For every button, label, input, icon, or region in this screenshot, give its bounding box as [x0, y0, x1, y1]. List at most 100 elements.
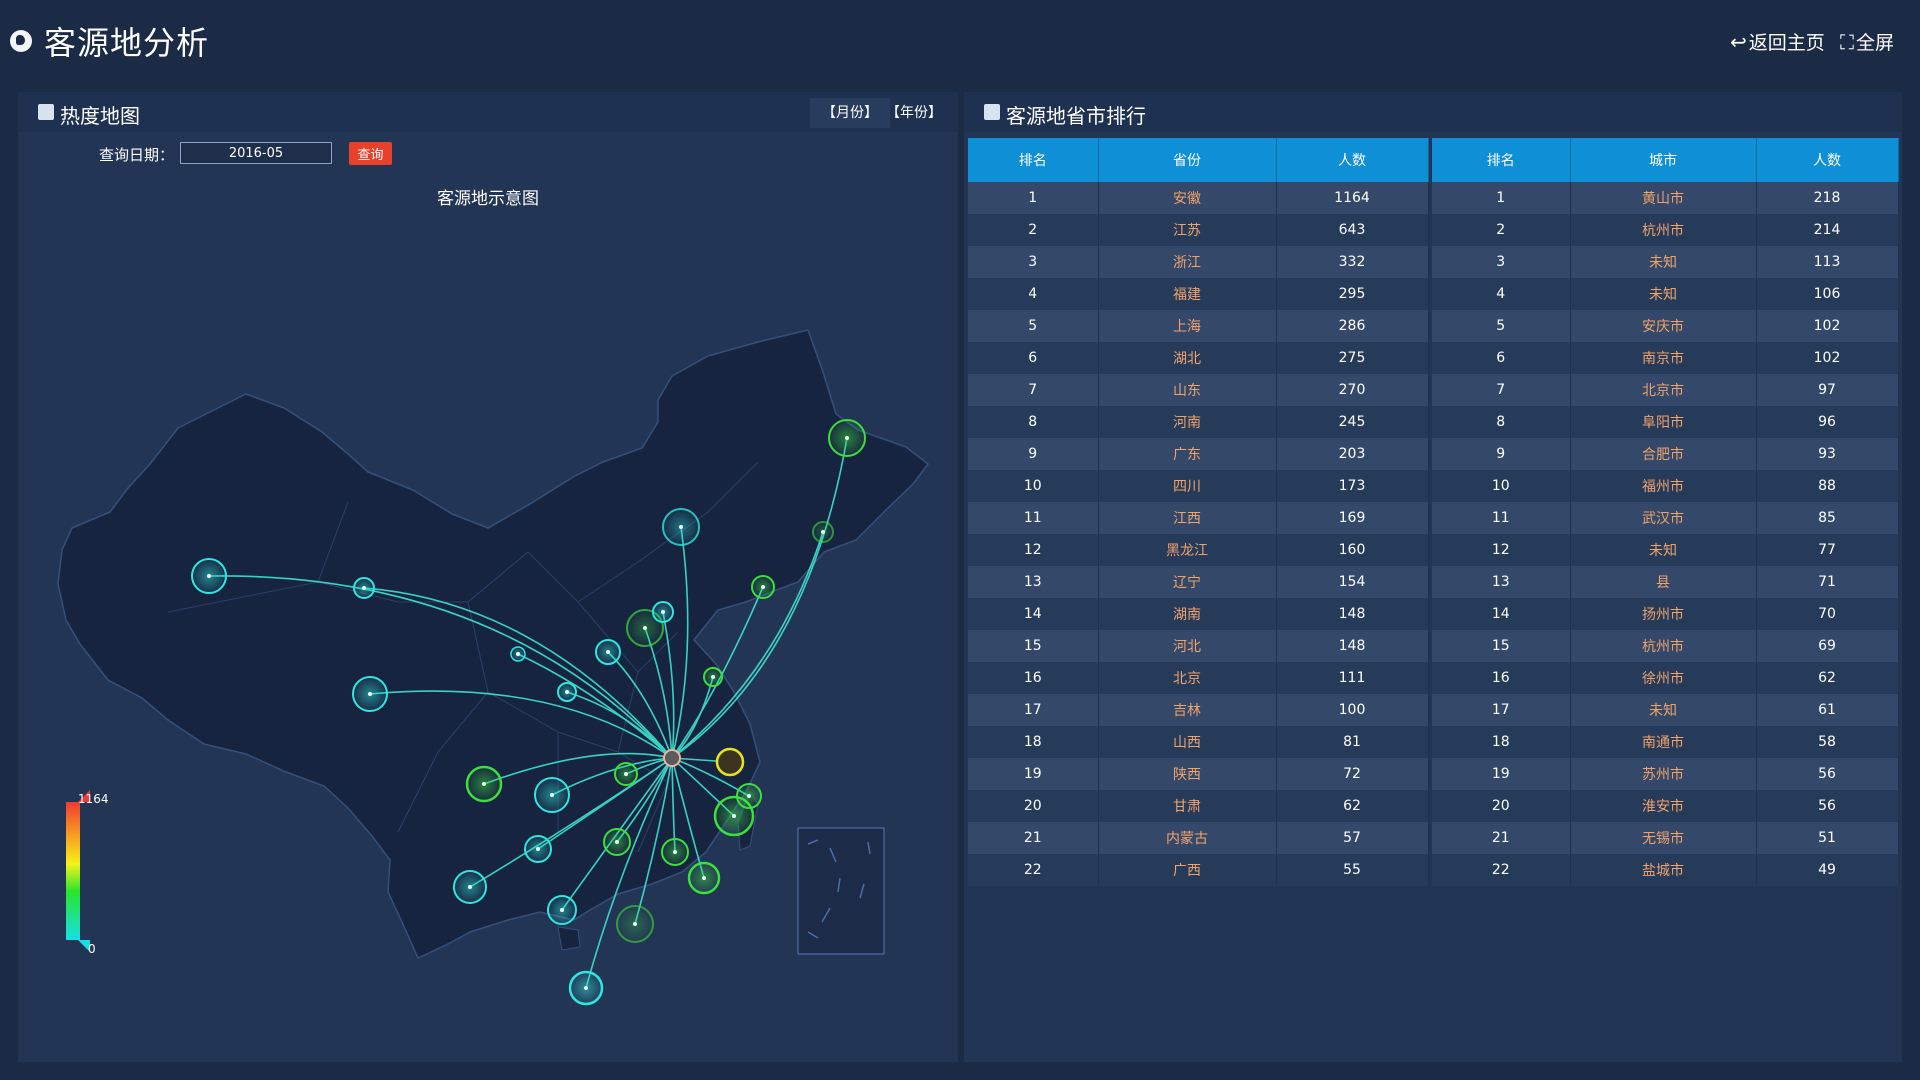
count-cell: 113	[1756, 246, 1899, 278]
globe-icon	[10, 30, 32, 52]
table-row[interactable]: 9 广东 203	[968, 438, 1429, 470]
fullscreen-button[interactable]: ⛶ 全屏	[1840, 28, 1894, 55]
table-row[interactable]: 12 黑龙江 160	[968, 534, 1429, 566]
count-cell: 51	[1756, 822, 1899, 854]
table-row[interactable]: 3 浙江 332	[968, 246, 1429, 278]
column-header[interactable]: 省份	[1098, 138, 1277, 182]
rank-cell: 16	[968, 662, 1099, 694]
table-row[interactable]: 20 淮安市 56	[1432, 790, 1899, 822]
count-cell: 72	[1276, 758, 1429, 790]
rank-cell: 2	[968, 214, 1099, 246]
count-cell: 643	[1276, 214, 1429, 246]
table-row[interactable]: 2 杭州市 214	[1432, 214, 1899, 246]
name-cell: 北京	[1098, 662, 1277, 694]
column-header[interactable]: 城市	[1570, 138, 1757, 182]
rank-cell: 17	[1432, 694, 1571, 726]
china-flow-map	[57, 329, 930, 1006]
table-row[interactable]: 4 未知 106	[1432, 278, 1899, 310]
tab-year[interactable]: 【年份】	[886, 105, 942, 121]
column-header[interactable]: 人数	[1756, 138, 1899, 182]
rank-cell: 22	[968, 854, 1099, 886]
table-row[interactable]: 15 河北 148	[968, 630, 1429, 662]
table-row[interactable]: 1 黄山市 218	[1432, 182, 1899, 214]
table-row[interactable]: 7 北京市 97	[1432, 374, 1899, 406]
table-row[interactable]: 16 北京 111	[968, 662, 1429, 694]
name-cell: 河南	[1098, 406, 1277, 438]
table-row[interactable]: 2 江苏 643	[968, 214, 1429, 246]
rank-cell: 5	[968, 310, 1099, 342]
name-cell: 河北	[1098, 630, 1277, 662]
table-row[interactable]: 22 广西 55	[968, 854, 1429, 886]
name-cell: 未知	[1570, 278, 1757, 310]
table-row[interactable]: 9 合肥市 93	[1432, 438, 1899, 470]
table-row[interactable]: 6 湖北 275	[968, 342, 1429, 374]
name-cell: 苏州市	[1570, 758, 1757, 790]
back-home-button[interactable]: ↩ 返回主页	[1730, 28, 1825, 55]
table-row[interactable]: 3 未知 113	[1432, 246, 1899, 278]
rank-cell: 15	[1432, 630, 1571, 662]
name-cell: 山东	[1098, 374, 1277, 406]
tab-month[interactable]: 【月份】	[810, 98, 890, 128]
name-cell: 甘肃	[1098, 790, 1277, 822]
rank-cell: 9	[968, 438, 1099, 470]
count-cell: 173	[1276, 470, 1429, 502]
table-row[interactable]: 11 江西 169	[968, 502, 1429, 534]
table-row[interactable]: 17 未知 61	[1432, 694, 1899, 726]
rank-cell: 20	[968, 790, 1099, 822]
table-row[interactable]: 18 山西 81	[968, 726, 1429, 758]
table-row[interactable]: 14 扬州市 70	[1432, 598, 1899, 630]
table-row[interactable]: 19 陕西 72	[968, 758, 1429, 790]
china-map-shape	[57, 329, 930, 960]
name-cell: 广西	[1098, 854, 1277, 886]
rank-cell: 15	[968, 630, 1099, 662]
column-header[interactable]: 排名	[1432, 138, 1571, 182]
table-row[interactable]: 20 甘肃 62	[968, 790, 1429, 822]
count-cell: 81	[1276, 726, 1429, 758]
column-header[interactable]: 排名	[968, 138, 1099, 182]
table-row[interactable]: 17 吉林 100	[968, 694, 1429, 726]
legend-max-handle[interactable]	[78, 790, 90, 802]
table-row[interactable]: 21 内蒙古 57	[968, 822, 1429, 854]
table-row[interactable]: 7 山东 270	[968, 374, 1429, 406]
count-cell: 85	[1756, 502, 1899, 534]
table-row[interactable]: 8 河南 245	[968, 406, 1429, 438]
count-cell: 97	[1756, 374, 1899, 406]
column-header[interactable]: 人数	[1276, 138, 1429, 182]
query-date-input[interactable]	[180, 142, 332, 164]
name-cell: 南京市	[1570, 342, 1757, 374]
rank-cell: 22	[1432, 854, 1571, 886]
table-row[interactable]: 4 福建 295	[968, 278, 1429, 310]
table-row[interactable]: 15 杭州市 69	[1432, 630, 1899, 662]
table-row[interactable]: 8 阜阳市 96	[1432, 406, 1899, 438]
table-row[interactable]: 13 辽宁 154	[968, 566, 1429, 598]
table-row[interactable]: 18 南通市 58	[1432, 726, 1899, 758]
table-row[interactable]: 21 无锡市 51	[1432, 822, 1899, 854]
table-row[interactable]: 14 湖南 148	[968, 598, 1429, 630]
table-row[interactable]: 16 徐州市 62	[1432, 662, 1899, 694]
table-row[interactable]: 5 上海 286	[968, 310, 1429, 342]
table-row[interactable]: 10 福州市 88	[1432, 470, 1899, 502]
table-row[interactable]: 11 武汉市 85	[1432, 502, 1899, 534]
name-cell: 江苏	[1098, 214, 1277, 246]
heat-map-panel-header: 热度地图 【月份】 【年份】	[18, 92, 958, 132]
table-row[interactable]: 5 安庆市 102	[1432, 310, 1899, 342]
city-ranking-table: 排名 城市 人数 1 黄山市 218 2 杭州市 214 3 未知 113 4 未知 106 5 安庆市 1…	[1432, 138, 1899, 886]
rank-cell: 14	[1432, 598, 1571, 630]
heat-map-title: 热度地图	[60, 104, 140, 128]
origin-node-centers	[207, 436, 849, 990]
rank-cell: 17	[968, 694, 1099, 726]
table-row[interactable]: 1 安徽 1164	[968, 182, 1429, 214]
name-cell: 福州市	[1570, 470, 1757, 502]
table-row[interactable]: 10 四川 173	[968, 470, 1429, 502]
table-row[interactable]: 12 未知 77	[1432, 534, 1899, 566]
table-row[interactable]: 22 盐城市 49	[1432, 854, 1899, 886]
table-row[interactable]: 19 苏州市 56	[1432, 758, 1899, 790]
name-cell: 安庆市	[1570, 310, 1757, 342]
rank-cell: 4	[1432, 278, 1571, 310]
table-row[interactable]: 13 县 71	[1432, 566, 1899, 598]
count-cell: 49	[1756, 854, 1899, 886]
query-button[interactable]: 查询	[349, 142, 392, 165]
table-row[interactable]: 6 南京市 102	[1432, 342, 1899, 374]
name-cell: 四川	[1098, 470, 1277, 502]
legend-min-handle[interactable]	[78, 940, 90, 952]
